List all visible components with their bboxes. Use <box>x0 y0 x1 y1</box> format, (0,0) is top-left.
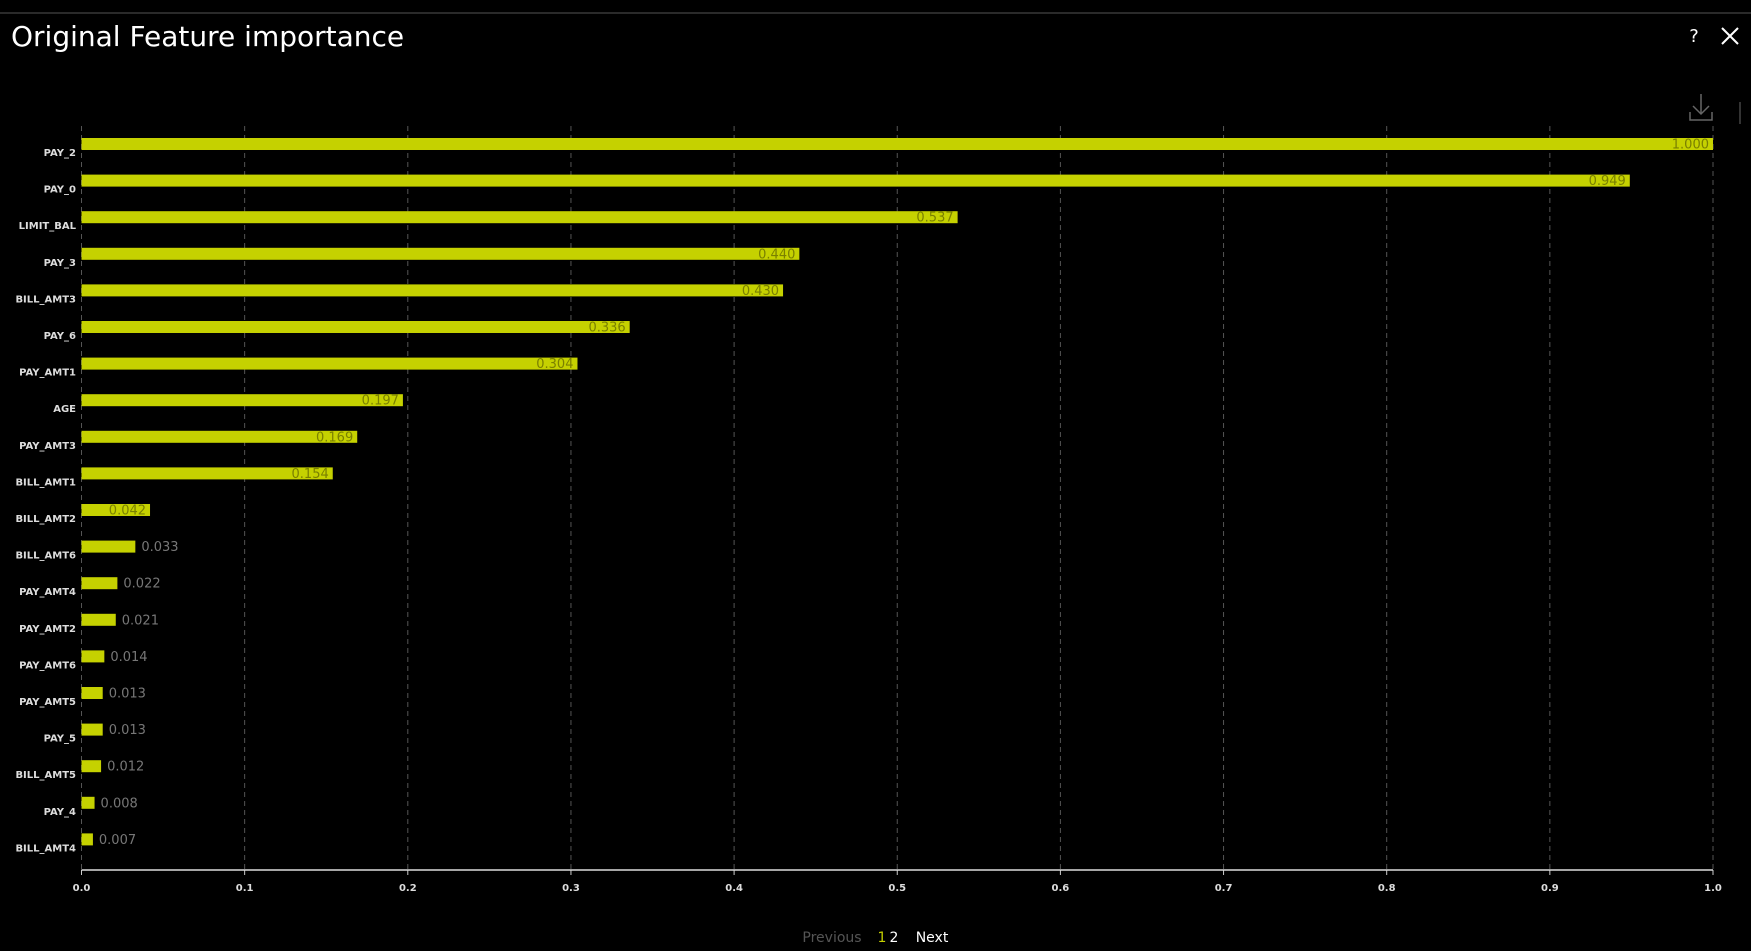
bar <box>81 687 103 699</box>
y-tick-label: PAY_AMT6 <box>19 660 76 671</box>
x-tick-label: 0.3 <box>562 883 580 894</box>
bar <box>81 577 118 590</box>
data-label: 0.042 <box>109 504 146 519</box>
download-button[interactable] <box>1689 94 1741 124</box>
bar <box>81 723 103 736</box>
bar <box>81 833 93 846</box>
y-tick-label: BILL_AMT6 <box>15 551 76 562</box>
x-tick-label: 0.6 <box>1052 883 1070 894</box>
data-label: 0.169 <box>316 430 353 445</box>
title: Original Feature importance <box>11 20 404 53</box>
x-tick-label: 0.0 <box>73 883 91 894</box>
bar <box>81 247 800 260</box>
x-tick-label: 0.8 <box>1378 883 1396 894</box>
bar <box>81 504 151 516</box>
next-button[interactable]: Next <box>916 930 949 946</box>
previous-button[interactable]: Previous <box>802 930 861 946</box>
bar <box>81 174 1630 187</box>
x-tick-label: 1.0 <box>1704 883 1722 894</box>
help-button[interactable]: ? <box>1689 26 1699 47</box>
y-tick-label: PAY_AMT2 <box>19 624 76 635</box>
bar <box>81 467 333 480</box>
bar <box>81 613 116 626</box>
bar <box>81 394 403 407</box>
data-label: 0.022 <box>123 577 160 592</box>
data-label: 1.000 <box>1672 138 1709 153</box>
data-label: 0.440 <box>758 247 795 262</box>
bar <box>81 760 102 773</box>
page-button[interactable]: 2 <box>890 930 899 946</box>
data-label: 0.008 <box>101 796 138 811</box>
bar <box>81 211 958 224</box>
x-tick-label: 0.7 <box>1215 883 1233 894</box>
y-tick-label: AGE <box>53 404 76 415</box>
y-tick-label: PAY_3 <box>44 258 76 269</box>
data-label: 0.197 <box>362 394 399 409</box>
close-button[interactable] <box>1721 27 1739 45</box>
y-tick-label: PAY_6 <box>44 331 76 342</box>
bar <box>81 796 95 809</box>
y-tick-label: BILL_AMT1 <box>15 477 76 488</box>
data-label: 0.154 <box>292 467 329 482</box>
y-tick-label: PAY_2 <box>44 148 76 159</box>
y-tick-label: PAY_4 <box>44 807 76 818</box>
data-label: 0.013 <box>109 687 146 702</box>
page-button[interactable]: 1 <box>878 930 887 946</box>
bar <box>81 430 358 443</box>
y-tick-label: PAY_5 <box>44 734 76 745</box>
bar <box>81 138 1713 150</box>
x-tick-label: 0.9 <box>1541 883 1559 894</box>
y-tick-label: PAY_AMT4 <box>19 587 76 598</box>
y-tick-label: PAY_AMT3 <box>19 441 76 452</box>
data-label: 0.013 <box>109 723 146 738</box>
x-tick-label: 0.5 <box>888 883 906 894</box>
data-label: 0.336 <box>588 321 625 336</box>
bar <box>81 321 630 333</box>
y-tick-label: PAY_AMT5 <box>19 697 76 708</box>
data-label: 0.949 <box>1589 174 1626 189</box>
data-label: 0.021 <box>122 613 159 628</box>
data-label: 0.033 <box>141 540 178 555</box>
x-tick-label: 0.1 <box>236 883 254 894</box>
bar <box>81 650 105 663</box>
bar <box>81 357 578 370</box>
y-tick-label: LIMIT_BAL <box>19 221 77 232</box>
data-label: 0.304 <box>536 357 573 372</box>
x-tick-label: 0.4 <box>725 883 743 894</box>
data-label: 0.012 <box>107 760 144 775</box>
y-tick-label: BILL_AMT3 <box>15 294 76 305</box>
y-tick-label: PAY_0 <box>44 185 76 196</box>
y-tick-label: BILL_AMT2 <box>15 514 76 525</box>
data-label: 0.537 <box>916 211 953 226</box>
data-label: 0.014 <box>110 650 147 665</box>
y-tick-label: BILL_AMT5 <box>15 770 76 781</box>
x-tick-label: 0.2 <box>399 883 417 894</box>
data-label: 0.007 <box>99 833 136 848</box>
y-tick-label: BILL_AMT4 <box>15 843 76 854</box>
data-label: 0.430 <box>742 284 779 299</box>
y-tick-label: PAY_AMT1 <box>19 368 76 379</box>
bar <box>81 540 136 553</box>
bar <box>81 284 784 297</box>
